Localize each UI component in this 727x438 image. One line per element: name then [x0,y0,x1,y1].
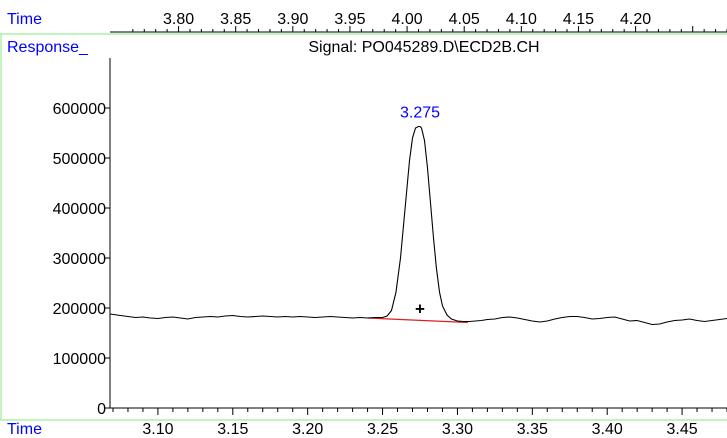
y-tick-label: 300000 [53,251,106,268]
y-tick-label: 600000 [53,101,106,118]
x-axis-ticks: 3.10 3.15 3.20 3.25 3.30 3.35 3.40 3.45 [112,408,727,438]
top-axis-ticks: 3.80 3.85 3.90 3.95 4.00 4.05 4.10 4.15 4.20 [110,11,727,33]
integration-baseline [367,317,468,324]
top-tick-label: 3.90 [277,11,308,28]
y-axis-title: Response_ [7,39,89,56]
y-axis-ticks: 0 100000 200000 300000 400000 500000 600000 [53,101,110,418]
y-tick-label: 100000 [53,351,106,368]
y-tick-label: 200000 [53,301,106,318]
y-tick-label: 400000 [53,201,106,218]
x-tick-label: 3.15 [217,421,248,438]
peak-centroid-marker: + [415,300,425,319]
top-tick-label: 4.00 [392,11,423,28]
y-tick-label: 0 [97,401,106,418]
x-tick-label: 3.10 [142,421,173,438]
top-tick-label: 4.10 [506,11,537,28]
x-tick-label: 3.30 [442,421,473,438]
top-tick-label: 3.80 [163,11,194,28]
x-tick-label: 3.40 [592,421,623,438]
x-tick-label: 3.45 [667,421,698,438]
x-tick-label: 3.20 [292,421,323,438]
top-tick-label: 4.15 [563,11,594,28]
x-tick-label: 3.25 [367,421,398,438]
peak-retention-label: 3.275 [400,105,440,122]
x-axis-title: Time [7,421,42,438]
x-tick-label: 3.35 [517,421,548,438]
top-tick-label: 3.85 [220,11,251,28]
top-tick-label: 4.20 [620,11,651,28]
y-tick-label: 500000 [53,151,106,168]
signal-trace [109,125,727,326]
chart-title: Signal: PO045289.D\ECD2B.CH [308,39,539,56]
top-tick-label: 4.05 [449,11,480,28]
top-axis-title: Time [7,11,42,28]
top-tick-label: 3.95 [334,11,365,28]
